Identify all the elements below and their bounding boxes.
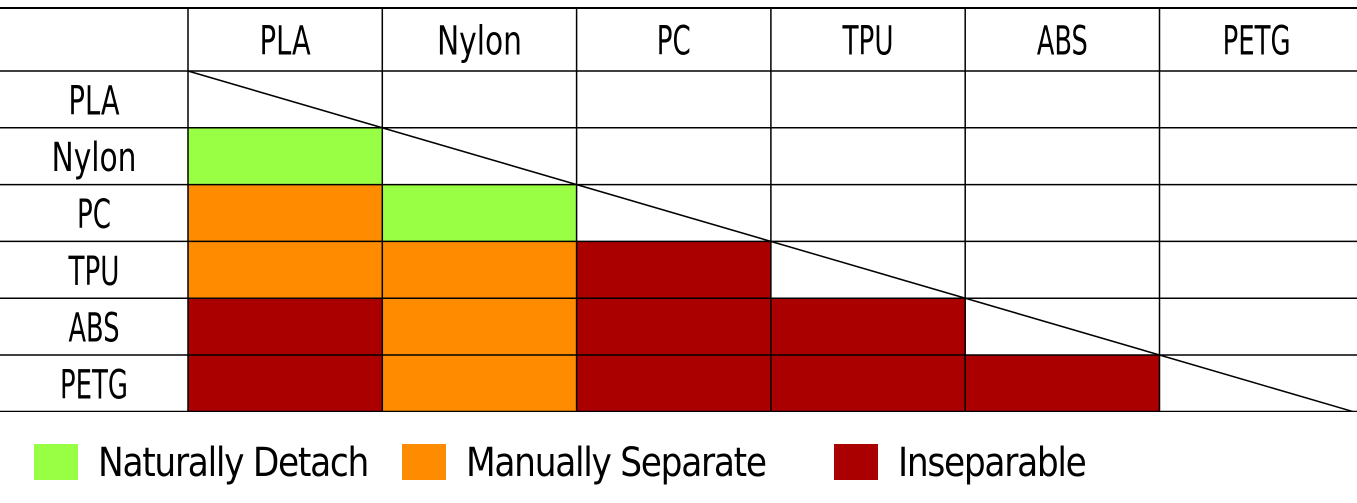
cell-abs-nylon [382,298,577,355]
cell-pc-pla [188,184,383,242]
cell-petg-abs [965,355,1160,412]
cell-petg-pc [576,355,771,412]
legend-swatch-naturally-detach [34,444,78,480]
cell-petg-pla [188,355,383,412]
column-header-nylon: Nylon [437,19,522,65]
legend-label-naturally-detach: Naturally Detach [98,440,369,486]
compatibility-matrix: PLA Nylon PC TPU ABS PETG PLA Nylon PC TPU ABS PETG [0,7,1357,412]
legend-swatch-manually-separate [402,444,446,480]
cell-nylon-pla [188,127,383,185]
row-header-abs: ABS [69,306,120,352]
column-header-abs: ABS [1037,19,1088,65]
cell-tpu-pla [188,241,383,299]
cell-abs-pla [188,298,383,355]
cell-pc-nylon [382,184,577,242]
cell-petg-tpu [770,355,966,412]
legend: Naturally Detach Manually Separate Insep… [0,412,1357,503]
cell-abs-tpu [770,298,966,355]
cell-abs-pc [576,298,771,355]
column-header-pla: PLA [260,19,311,65]
row-header-petg: PETG [60,362,128,408]
row-header-pc: PC [77,192,111,238]
legend-swatch-inseparable [834,444,878,480]
cell-tpu-nylon [382,241,577,299]
legend-label-manually-separate: Manually Separate [466,440,767,486]
diagonal-line [187,70,1355,412]
row-header-tpu: TPU [68,249,120,295]
column-header-tpu: TPU [842,19,894,65]
row-header-pla: PLA [69,78,120,124]
legend-label-inseparable: Inseparable [898,440,1087,486]
column-header-pc: PC [657,19,691,65]
column-header-petg: PETG [1223,19,1291,65]
cell-petg-nylon [382,355,577,412]
cell-tpu-pc [576,241,771,299]
row-header-nylon: Nylon [52,135,137,181]
